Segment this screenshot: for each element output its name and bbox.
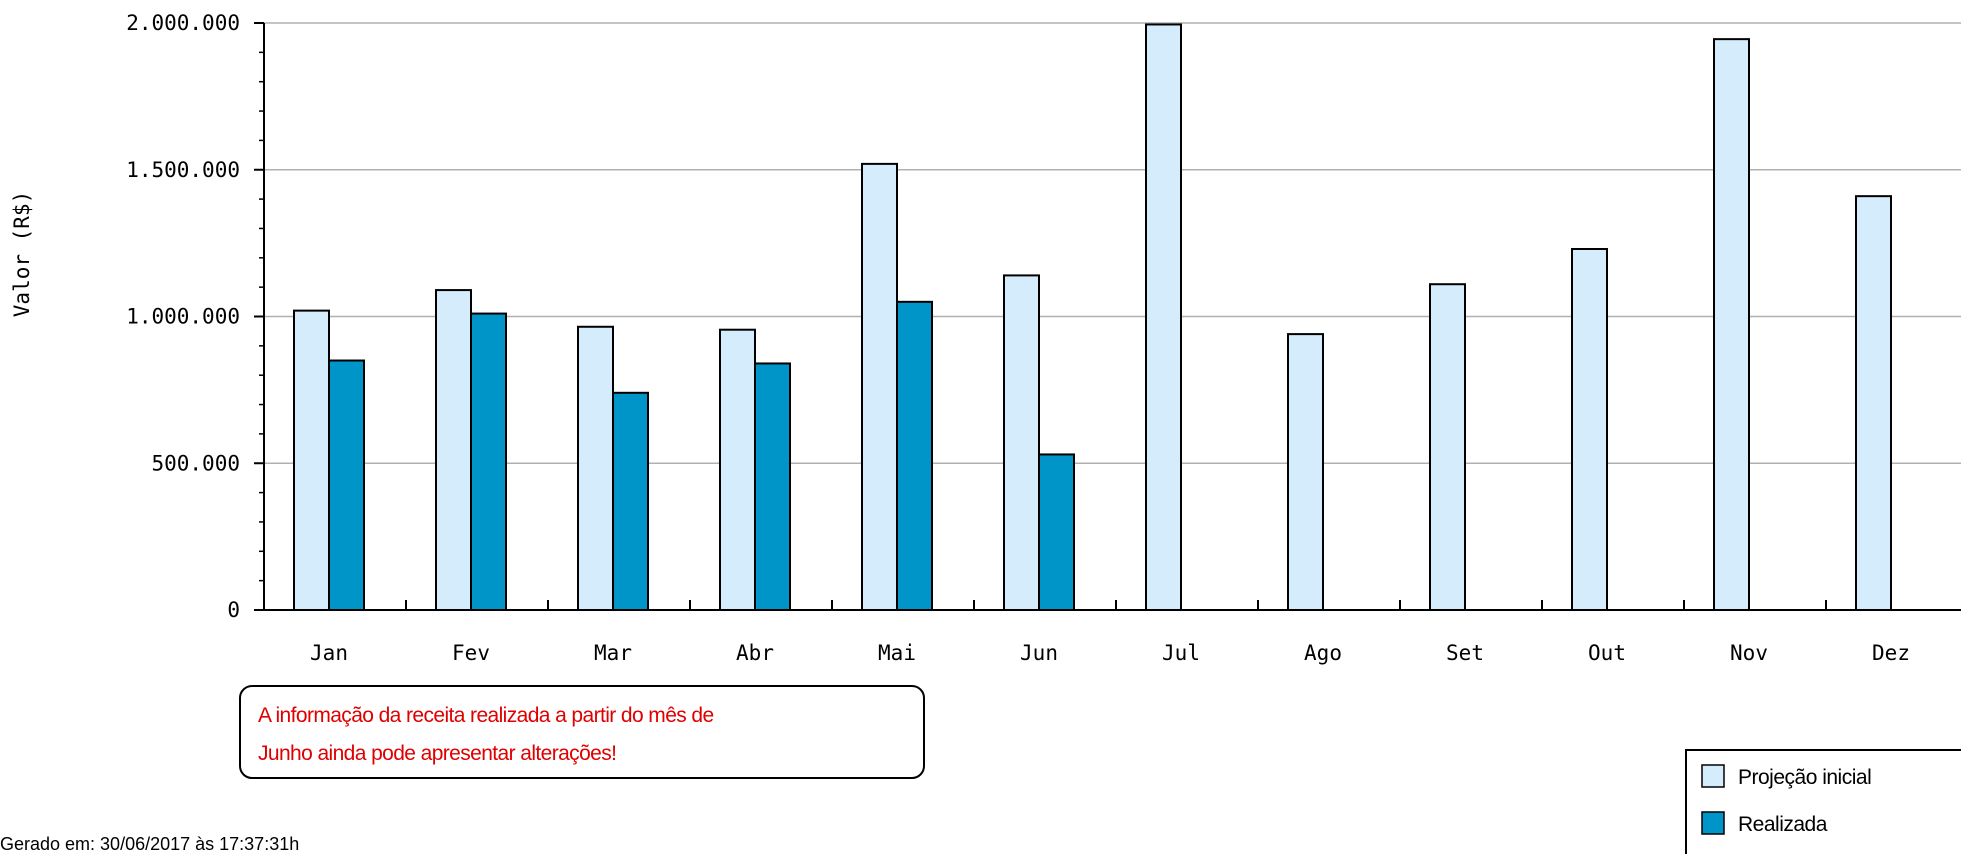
- y-tick-label: 0: [227, 598, 240, 622]
- x-tick-label: Out: [1588, 641, 1626, 665]
- bar-projecao-nov: [1713, 38, 1750, 611]
- bar-projecao-set: [1429, 283, 1466, 611]
- x-tick-label: Jan: [310, 641, 348, 665]
- x-tick-label: Ago: [1304, 641, 1342, 665]
- bar-realizada-fev: [470, 312, 507, 611]
- x-tick-label: Fev: [452, 641, 490, 665]
- x-tick-label: Set: [1446, 641, 1484, 665]
- bar-projecao-ago: [1287, 333, 1324, 611]
- grid-lines: [264, 22, 1961, 464]
- bar-projecao-mar: [577, 325, 614, 611]
- y-tick-label: 2.000.000: [126, 11, 240, 35]
- y-tick-labels: 0 500.000 1.000.000 1.500.000 2.000.000: [126, 11, 240, 622]
- bar-projecao-abr: [719, 328, 756, 611]
- bar-realizada-mar: [612, 391, 649, 611]
- x-tick-label: Jun: [1020, 641, 1058, 665]
- bar-projecao-dez: [1855, 195, 1892, 611]
- x-tick-label: Nov: [1730, 641, 1768, 665]
- bar-projecao-jun: [1003, 274, 1040, 611]
- x-tick-labels: Jan Fev Mar Abr Mai Jun Jul Ago Set Out Nov Dez: [310, 641, 1910, 665]
- legend-swatch-realizada: [1701, 811, 1725, 835]
- legend-label-projecao: Projeção inicial: [1738, 766, 1871, 789]
- annotation-line-2: Junho ainda pode apresentar alterações!: [258, 742, 616, 765]
- annotation-border: [239, 685, 925, 779]
- bar-realizada-mai: [896, 300, 933, 611]
- x-tick-label: Mai: [878, 641, 916, 665]
- legend: Projeção inicial Realizada: [1685, 749, 1961, 854]
- axes: [254, 22, 1961, 611]
- x-tick-label: Mar: [594, 641, 632, 665]
- legend-swatch-projecao: [1701, 764, 1725, 788]
- bar-projecao-fev: [435, 289, 472, 611]
- x-tick-label: Abr: [736, 641, 774, 665]
- y-tick-label: 500.000: [151, 451, 240, 475]
- bar-realizada-abr: [754, 362, 791, 611]
- x-tick-label: Jul: [1162, 641, 1200, 665]
- bar-projecao-jan: [293, 309, 330, 611]
- y-tick-label: 1.000.000: [126, 305, 240, 329]
- y-axis-title: Valor (R$): [10, 191, 34, 317]
- x-tick-label: Dez: [1872, 641, 1910, 665]
- legend-label-realizada: Realizada: [1738, 813, 1828, 836]
- bar-projecao-jul: [1145, 23, 1182, 611]
- bar-realizada-jan: [328, 359, 365, 611]
- annotation-box: A informação da receita realizada a part…: [239, 685, 925, 779]
- bars: [293, 23, 1892, 611]
- y-tick-label: 1.500.000: [126, 158, 240, 182]
- annotation-line-1: A informação da receita realizada a part…: [258, 704, 714, 727]
- generated-timestamp: Gerado em: 30/06/2017 às 17:37:31h: [0, 834, 299, 854]
- bar-realizada-jun: [1038, 453, 1075, 611]
- bar-projecao-mai: [861, 162, 898, 611]
- legend-box: [1685, 749, 1961, 854]
- bar-projecao-out: [1571, 247, 1608, 611]
